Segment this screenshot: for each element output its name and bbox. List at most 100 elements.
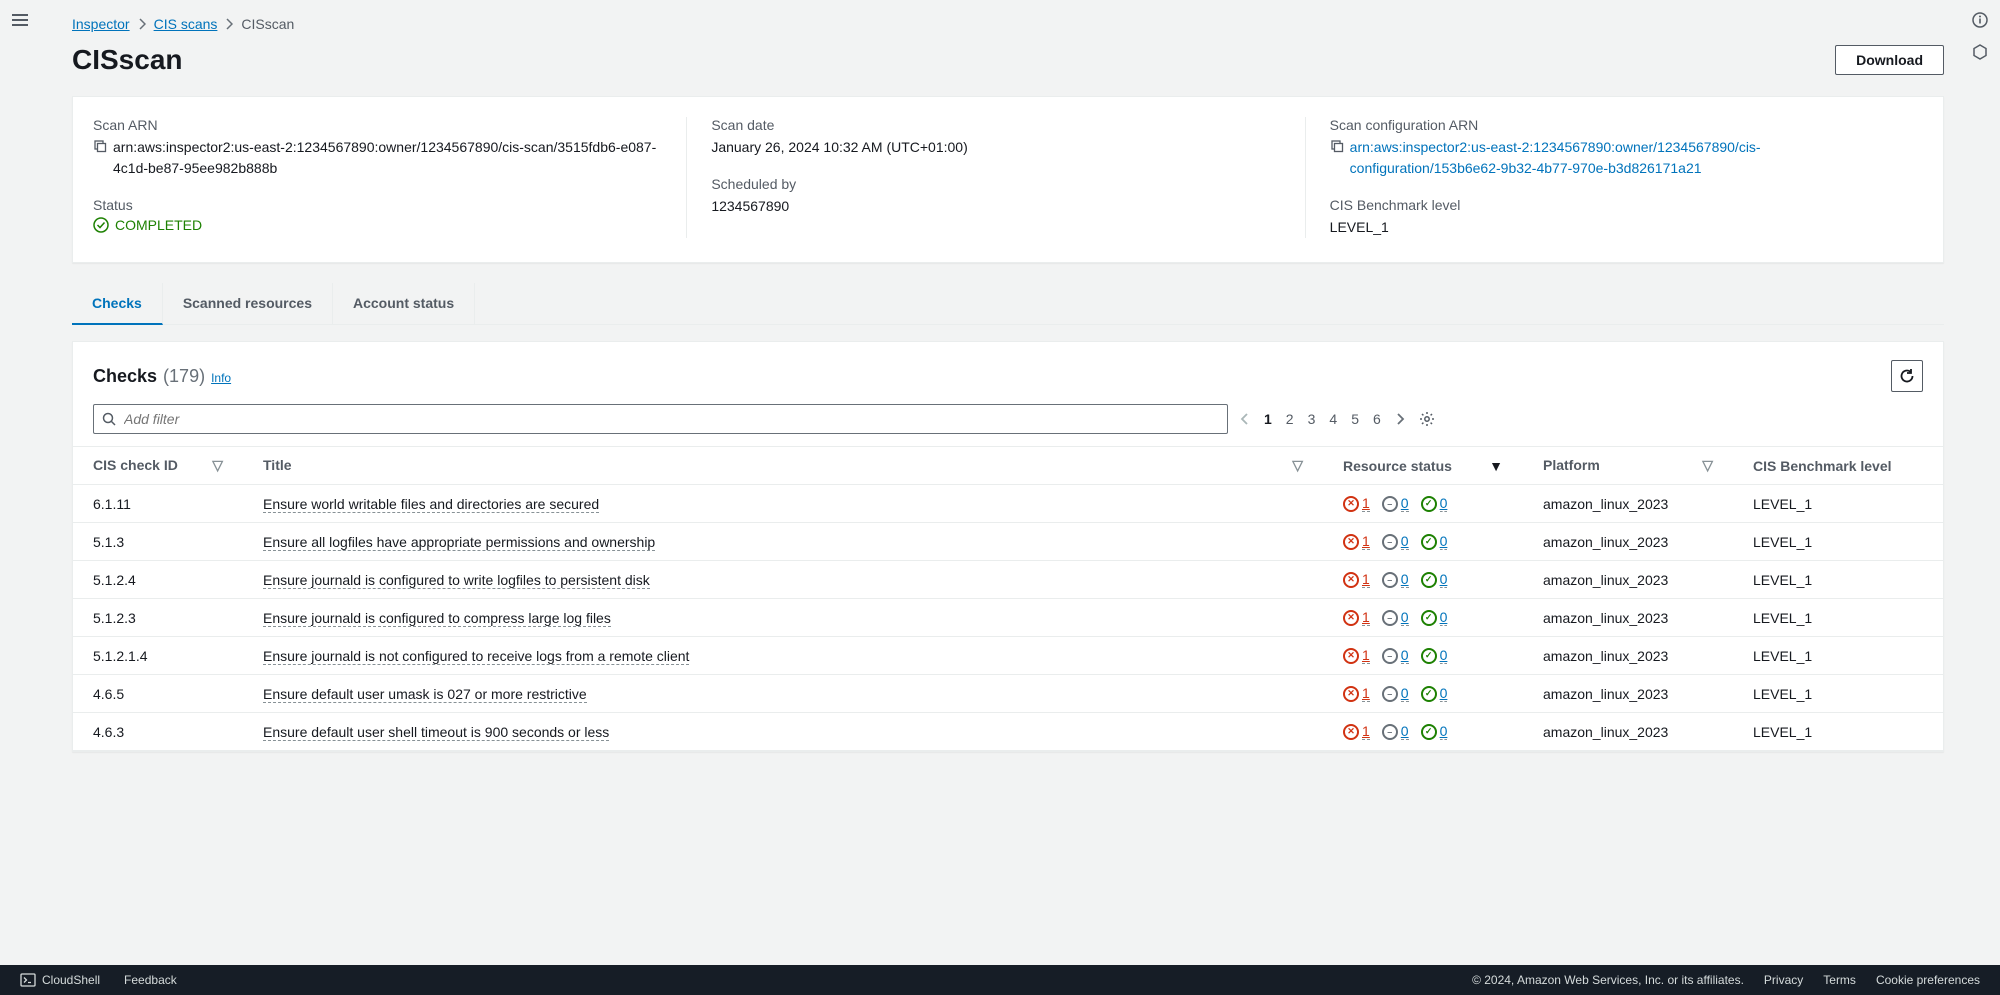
cell-level: LEVEL_1 [1733,713,1943,751]
status-skip[interactable]: – 0 [1382,533,1409,550]
page-6[interactable]: 6 [1373,411,1381,427]
refresh-icon [1899,368,1915,384]
table-row: 5.1.2.1.4 Ensure journald is not configu… [73,637,1943,675]
sort-icon: ▽ [1292,457,1303,474]
feedback-link[interactable]: Feedback [124,973,177,987]
status-fail[interactable]: ✕ 1 [1343,723,1370,740]
privacy-link[interactable]: Privacy [1764,973,1803,987]
terms-link[interactable]: Terms [1823,973,1856,987]
refresh-button[interactable] [1891,360,1923,392]
page-1[interactable]: 1 [1264,411,1272,427]
config-arn-link[interactable]: arn:aws:inspector2:us-east-2:1234567890:… [1350,137,1899,179]
copy-icon[interactable] [93,139,107,153]
status-fail[interactable]: ✕ 1 [1343,571,1370,588]
cell-check-id: 5.1.2.3 [73,599,243,637]
scan-arn-label: Scan ARN [93,117,662,133]
status-pass[interactable]: ✓ 0 [1421,495,1448,512]
footer: CloudShell Feedback © 2024, Amazon Web S… [0,965,2000,995]
status-fail[interactable]: ✕ 1 [1343,647,1370,664]
check-title-link[interactable]: Ensure default user shell timeout is 900… [263,724,609,741]
filter-input[interactable] [124,411,1219,427]
fail-icon: ✕ [1343,686,1359,702]
status-pass[interactable]: ✓ 0 [1421,723,1448,740]
status-fail[interactable]: ✕ 1 [1343,609,1370,626]
breadcrumb-inspector[interactable]: Inspector [72,16,130,32]
scan-date-label: Scan date [711,117,1280,133]
status-skip[interactable]: – 0 [1382,571,1409,588]
col-header-platform[interactable]: Platform▽ [1523,447,1733,485]
page-2[interactable]: 2 [1286,411,1294,427]
table-row: 4.6.5 Ensure default user umask is 027 o… [73,675,1943,713]
checks-panel: Checks (179) Info 1 2 3 4 5 [72,341,1944,752]
check-circle-icon [93,217,109,233]
check-title-link[interactable]: Ensure journald is configured to compres… [263,610,611,627]
tab-account-status[interactable]: Account status [333,283,475,324]
settings-button[interactable] [1419,411,1435,427]
check-title-link[interactable]: Ensure all logfiles have appropriate per… [263,534,655,551]
status-skip[interactable]: – 0 [1382,647,1409,664]
copy-icon[interactable] [1330,139,1344,153]
cloudshell-button[interactable]: CloudShell [20,973,100,987]
check-title-link[interactable]: Ensure journald is not configured to rec… [263,648,689,665]
col-header-status[interactable]: Resource status▼ [1323,447,1523,485]
skip-icon: – [1382,724,1398,740]
pass-icon: ✓ [1421,496,1437,512]
status-label: Status [93,197,662,213]
status-pass[interactable]: ✓ 0 [1421,533,1448,550]
filter-input-wrap[interactable] [93,404,1228,434]
status-pass[interactable]: ✓ 0 [1421,609,1448,626]
search-icon [102,412,116,426]
status-fail[interactable]: ✕ 1 [1343,533,1370,550]
status-fail[interactable]: ✕ 1 [1343,495,1370,512]
cell-level: LEVEL_1 [1733,599,1943,637]
scan-arn-value: arn:aws:inspector2:us-east-2:1234567890:… [113,137,662,179]
cell-platform: amazon_linux_2023 [1523,485,1733,523]
cell-platform: amazon_linux_2023 [1523,561,1733,599]
skip-icon: – [1382,496,1398,512]
fail-icon: ✕ [1343,496,1359,512]
check-title-link[interactable]: Ensure world writable files and director… [263,496,599,513]
table-row: 4.6.3 Ensure default user shell timeout … [73,713,1943,751]
status-skip[interactable]: – 0 [1382,495,1409,512]
cell-check-id: 4.6.5 [73,675,243,713]
chevron-right-icon [225,18,233,30]
status-skip[interactable]: – 0 [1382,723,1409,740]
section-title: Checks [93,366,157,387]
hexagon-icon[interactable] [1972,44,1988,60]
download-button[interactable]: Download [1835,45,1944,75]
sidebar-toggle[interactable] [0,0,40,40]
level-value: LEVEL_1 [1330,217,1899,238]
status-skip[interactable]: – 0 [1382,609,1409,626]
tab-scanned-resources[interactable]: Scanned resources [163,283,333,324]
col-header-level[interactable]: CIS Benchmark level [1733,447,1943,485]
page-next[interactable] [1395,412,1405,426]
table-row: 5.1.2.3 Ensure journald is configured to… [73,599,1943,637]
page-5[interactable]: 5 [1351,411,1359,427]
info-link[interactable]: Info [211,371,231,385]
check-title-link[interactable]: Ensure journald is configured to write l… [263,572,650,589]
col-header-id[interactable]: CIS check ID▽ [73,447,243,485]
cell-platform: amazon_linux_2023 [1523,675,1733,713]
page-prev[interactable] [1240,412,1250,426]
col-header-title[interactable]: Title▽ [243,447,1323,485]
section-count: (179) [163,366,205,387]
status-pass[interactable]: ✓ 0 [1421,571,1448,588]
cookies-link[interactable]: Cookie preferences [1876,973,1980,987]
page-4[interactable]: 4 [1329,411,1337,427]
breadcrumb-cis-scans[interactable]: CIS scans [154,16,218,32]
chevron-right-icon [138,18,146,30]
status-skip[interactable]: – 0 [1382,685,1409,702]
breadcrumb-current: CISscan [241,16,294,32]
fail-icon: ✕ [1343,724,1359,740]
page-3[interactable]: 3 [1308,411,1316,427]
sort-icon: ▼ [1489,458,1503,474]
info-icon[interactable] [1972,12,1988,28]
status-fail[interactable]: ✕ 1 [1343,685,1370,702]
status-value: COMPLETED [115,217,202,233]
check-title-link[interactable]: Ensure default user umask is 027 or more… [263,686,587,703]
cell-level: LEVEL_1 [1733,561,1943,599]
cell-check-id: 5.1.3 [73,523,243,561]
status-pass[interactable]: ✓ 0 [1421,647,1448,664]
tab-checks[interactable]: Checks [72,283,163,325]
status-pass[interactable]: ✓ 0 [1421,685,1448,702]
